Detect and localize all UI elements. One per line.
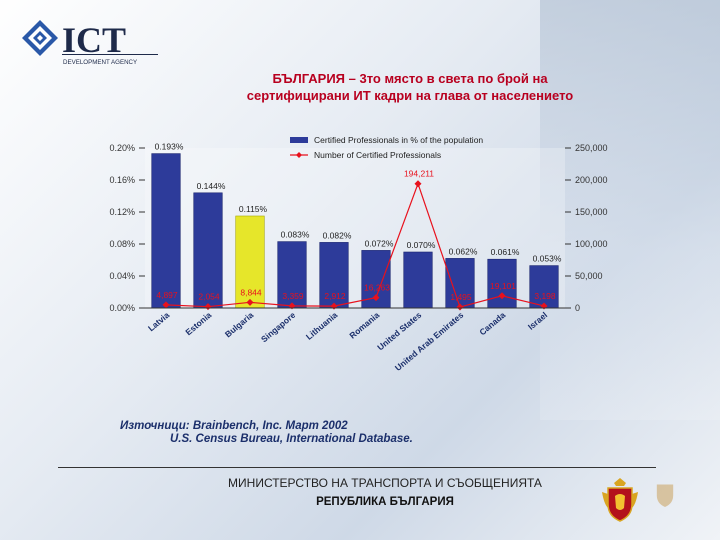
x-tick-label: Romania xyxy=(347,310,381,341)
line-value-label: 2,054 xyxy=(198,292,220,302)
title-line-1: БЪЛГАРИЯ – 3то място в света по брой на xyxy=(272,71,548,86)
line-value-label: 3,359 xyxy=(282,291,304,301)
bar xyxy=(151,153,181,309)
y-right-tick-label: 250,000 xyxy=(575,143,608,153)
footer-divider xyxy=(58,467,656,468)
bar xyxy=(529,265,559,309)
legend-line-marker xyxy=(296,152,302,158)
line-value-label: 19,101 xyxy=(490,281,516,291)
bar xyxy=(445,258,475,309)
x-tick-label: United Arab Emirates xyxy=(393,310,466,373)
sources: Източници: Brainbench, Inc. Март 2002 U.… xyxy=(120,420,540,446)
y-right-tick-label: 50,000 xyxy=(575,271,603,281)
legend-line-label: Number of Certified Professionals xyxy=(314,150,441,160)
logo-subtitle: DEVELOPMENT AGENCY xyxy=(63,59,137,66)
bar xyxy=(403,251,433,309)
legend-bar-label: Certified Professionals in % of the popu… xyxy=(314,135,483,145)
y-left-tick-label: 0.08% xyxy=(109,239,135,249)
x-tick-label: Israel xyxy=(526,310,549,332)
y-right-tick-label: 100,000 xyxy=(575,239,608,249)
line-value-label: 8,844 xyxy=(240,287,262,297)
line-point xyxy=(246,298,254,306)
bar xyxy=(193,192,223,309)
x-tick-label: Singapore xyxy=(259,310,297,345)
logo-diamond-icon xyxy=(22,20,58,56)
bar-value-label: 0.083% xyxy=(281,230,310,240)
y-right-tick-label: 0 xyxy=(575,303,580,313)
sources-line-1: Източници: Brainbench, Inc. Март 2002 xyxy=(120,420,348,432)
bar-value-label: 0.070% xyxy=(407,240,436,250)
legend-bar-swatch xyxy=(290,137,308,143)
bar-value-label: 0.072% xyxy=(365,238,394,248)
line-value-label: 3,198 xyxy=(534,291,556,301)
y-left-tick-label: 0.00% xyxy=(109,303,135,313)
bar-value-label: 0.061% xyxy=(491,247,520,257)
ict-logo: ICT DEVELOPMENT AGENCY xyxy=(22,20,158,66)
line-point xyxy=(372,294,380,302)
line-value-label: 194,211 xyxy=(404,169,434,179)
y-left-tick-label: 0.04% xyxy=(109,271,135,281)
ministry-name: МИНИСТЕРСТВО НА ТРАНСПОРТА И СЪОБЩЕНИЯТА xyxy=(228,476,542,490)
coat-of-arms-icon xyxy=(602,478,638,522)
line-point xyxy=(414,180,422,188)
line-value-label: 2,912 xyxy=(324,291,346,301)
bar-value-label: 0.115% xyxy=(239,204,268,214)
bar xyxy=(235,215,265,309)
chart: 0.00% 0.04% 0.08% 0.12% 0.16% 0.20% 0 50,000 100… xyxy=(109,135,608,373)
line-point xyxy=(498,292,506,300)
bar-value-label: 0.053% xyxy=(533,254,562,264)
bar-value-label: 0.062% xyxy=(449,246,478,256)
x-tick-label: Estonia xyxy=(183,310,213,338)
y-left-tick-label: 0.20% xyxy=(109,143,135,153)
bar-value-label: 0.082% xyxy=(323,230,352,240)
y-right-tick-label: 200,000 xyxy=(575,175,608,185)
x-tick-label: Canada xyxy=(477,310,507,338)
bar-value-label: 0.144% xyxy=(197,181,226,191)
x-tick-label: Bulgaria xyxy=(223,310,256,340)
sources-line-2: U.S. Census Bureau, International Databa… xyxy=(170,433,413,445)
line-point xyxy=(162,301,170,309)
y-left-tick-label: 0.16% xyxy=(109,175,135,185)
line-value-label: 16,263 xyxy=(364,283,390,293)
x-tick-label: Latvia xyxy=(146,310,171,334)
x-tick-label: Lithuania xyxy=(304,310,340,342)
y-left-tick-label: 0.12% xyxy=(109,207,135,217)
y-right-tick-label: 150,000 xyxy=(575,207,608,217)
line-value-label: 4,897 xyxy=(156,290,178,300)
bar xyxy=(319,242,349,309)
logo-brand: ICT xyxy=(62,20,126,60)
republic-name: РЕПУБЛИКА БЪЛГАРИЯ xyxy=(316,496,454,508)
bar xyxy=(487,258,517,309)
page-title: БЪЛГАРИЯ – 3то място в света по брой на … xyxy=(150,70,670,104)
background-band xyxy=(540,0,720,420)
bar-value-label: 0.193% xyxy=(155,142,184,152)
bar xyxy=(277,241,307,309)
title-line-2: сертифицирани ИТ кадри на глава от насел… xyxy=(246,88,574,103)
line-point xyxy=(456,303,464,311)
coat-of-arms-watermark-icon xyxy=(656,484,674,507)
line-series xyxy=(165,181,545,308)
line-value-label: 1,495 xyxy=(450,292,472,302)
